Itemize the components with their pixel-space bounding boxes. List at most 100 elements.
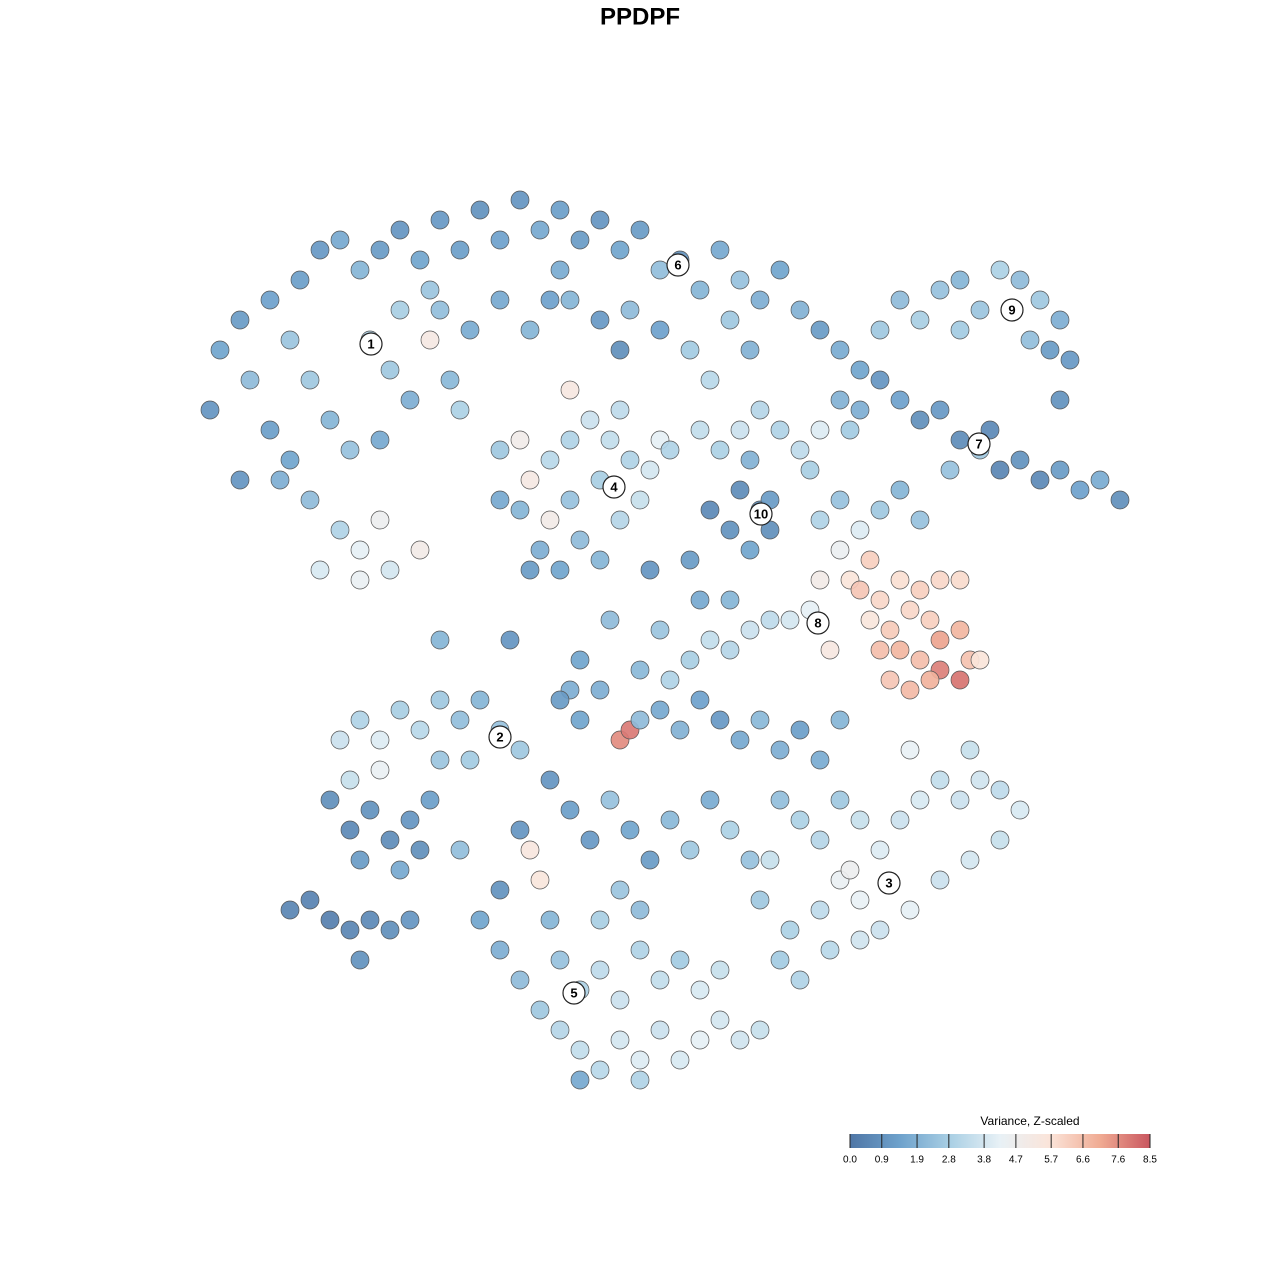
point [350,710,370,730]
point [700,790,720,810]
point [400,910,420,930]
point [640,460,660,480]
point [840,860,860,880]
point [670,950,690,970]
point [900,680,920,700]
point [910,410,930,430]
point [940,460,960,480]
point [450,400,470,420]
point [680,840,700,860]
point [990,260,1010,280]
colorbar: Variance, Z-scaled 0.0 0.9 1.9 2.8 3.8 4.7 5.7… [843,1114,1157,1165]
point [910,790,930,810]
point [780,610,800,630]
point [320,790,340,810]
point [400,390,420,410]
cluster-label-badge [877,871,901,895]
colorbar-tick-label: 0.9 [875,1155,889,1166]
point [720,310,740,330]
point [630,220,650,240]
point [230,310,250,330]
point [950,790,970,810]
point [770,740,790,760]
point [1030,290,1050,310]
point [520,840,540,860]
point [770,260,790,280]
point [610,340,630,360]
point [760,850,780,870]
point [900,900,920,920]
point [870,590,890,610]
point [570,710,590,730]
point [210,340,230,360]
point [430,690,450,710]
point [820,940,840,960]
point [640,850,660,870]
point [400,810,420,830]
point [560,380,580,400]
point [570,650,590,670]
point [330,520,350,540]
point [470,690,490,710]
point [840,420,860,440]
point [430,750,450,770]
point [510,500,530,520]
cluster-label-badge [1000,298,1024,322]
point [530,220,550,240]
point [930,870,950,890]
point [580,410,600,430]
point [280,450,300,470]
point [970,770,990,790]
point [710,1010,730,1030]
point [340,440,360,460]
point [560,290,580,310]
point [300,490,320,510]
cluster-label: 6 [674,257,681,272]
point [730,1030,750,1050]
point [960,850,980,870]
point [760,610,780,630]
point [580,830,600,850]
point [730,480,750,500]
point [950,320,970,340]
point [540,910,560,930]
point [810,900,830,920]
point [390,860,410,880]
point [890,570,910,590]
cluster-label-badge [602,475,626,499]
point [650,320,670,340]
point [710,960,730,980]
point [350,570,370,590]
point [590,680,610,700]
point [610,880,630,900]
point [1020,330,1040,350]
point [690,980,710,1000]
chart-title: PPDPF [600,3,680,30]
point [930,630,950,650]
point [510,970,530,990]
point [950,570,970,590]
colorbar-tick-label: 5.7 [1044,1155,1058,1166]
point [740,620,760,640]
point [790,300,810,320]
point [550,1020,570,1040]
point [380,560,400,580]
point [1010,270,1030,290]
point [950,620,970,640]
point [750,1020,770,1040]
cluster-label-badge [967,432,991,456]
point [370,510,390,530]
point [500,630,520,650]
point [710,440,730,460]
point [810,750,830,770]
point [910,650,930,670]
point [460,750,480,770]
point [530,540,550,560]
cluster-label: 9 [1008,302,1015,317]
point [380,360,400,380]
point [630,490,650,510]
point [670,1050,690,1070]
point [1050,310,1070,330]
point [690,590,710,610]
point [540,510,560,530]
